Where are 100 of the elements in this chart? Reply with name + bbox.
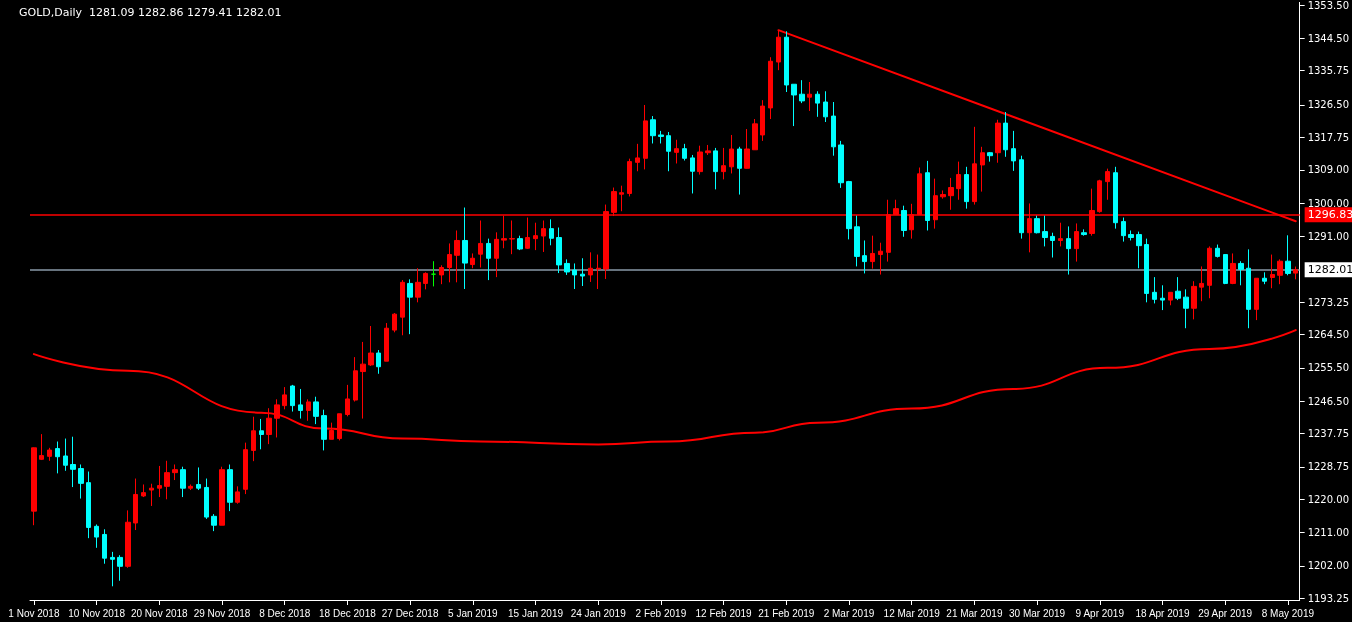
candlestick xyxy=(298,388,303,420)
candlestick xyxy=(838,140,844,189)
candlestick xyxy=(572,262,577,290)
candlestick xyxy=(1238,260,1244,286)
candlestick xyxy=(1183,288,1189,329)
candlestick xyxy=(415,267,421,303)
x-tick-label: 8 May 2019 xyxy=(1261,607,1315,619)
x-tick-label: 2 Feb 2019 xyxy=(635,607,687,619)
candlestick xyxy=(956,161,961,201)
candlestick xyxy=(353,356,358,403)
candlestick xyxy=(1152,276,1157,304)
y-tick-label: 1273.25 xyxy=(1307,296,1350,308)
candlestick xyxy=(1058,222,1063,247)
candlestick xyxy=(407,278,413,335)
ref-line-label: 1296.83 xyxy=(1307,208,1352,222)
y-tick-label: 1264.50 xyxy=(1307,329,1350,341)
candlestick xyxy=(752,118,758,151)
x-tick-label: 2 Mar 2019 xyxy=(823,607,875,619)
candlestick xyxy=(596,254,601,290)
candlestick xyxy=(478,219,483,269)
candlestick xyxy=(964,166,969,210)
candlestick xyxy=(901,205,907,238)
candlestick xyxy=(588,251,593,283)
candlestick xyxy=(462,207,468,290)
y-tick-label: 1237.75 xyxy=(1307,428,1350,440)
candlestick xyxy=(431,260,436,287)
candlestick xyxy=(1011,130,1016,172)
candlestick xyxy=(525,217,530,250)
candlestick xyxy=(368,325,374,367)
candlestick xyxy=(1074,222,1079,263)
candlestick xyxy=(1136,231,1142,269)
candlestick xyxy=(423,271,428,290)
candlestick xyxy=(1175,276,1181,301)
candlestick xyxy=(47,447,52,462)
x-tick-label: 18 Apr 2019 xyxy=(1135,607,1190,619)
candlestick xyxy=(666,131,671,172)
y-tick-label: 1193.25 xyxy=(1307,592,1350,604)
candlestick xyxy=(713,147,718,190)
candlestick xyxy=(1144,238,1149,303)
candlestick xyxy=(290,384,295,413)
candlestick xyxy=(1113,166,1118,230)
candlestick xyxy=(329,422,334,440)
candlestick xyxy=(180,466,186,498)
candlestick xyxy=(360,341,366,420)
candlestick xyxy=(94,523,99,549)
candlestick xyxy=(1160,284,1165,311)
candlestick xyxy=(744,128,750,170)
candlestick xyxy=(987,151,993,163)
candlestick xyxy=(1199,265,1204,302)
y-tick-label: 1255.50 xyxy=(1307,362,1350,374)
candlestick xyxy=(251,416,256,462)
x-tick-label: 12 Mar 2019 xyxy=(883,607,941,619)
candlestick xyxy=(125,509,131,569)
candlestick xyxy=(70,436,76,488)
candlestick xyxy=(643,104,648,170)
candlestick xyxy=(995,119,1001,164)
candlestick xyxy=(799,79,805,104)
candlestick xyxy=(102,528,107,565)
x-tick-label: 27 Dec 2018 xyxy=(381,607,439,619)
candlestick xyxy=(188,483,193,491)
candlestick xyxy=(274,398,280,438)
candlestick xyxy=(1262,271,1267,285)
candlestick xyxy=(697,145,703,176)
candlestick xyxy=(133,478,138,531)
candlestick xyxy=(31,446,37,526)
candlestick xyxy=(627,158,632,197)
candlestick xyxy=(306,398,311,422)
candlestick xyxy=(650,115,656,144)
candlestick xyxy=(721,147,726,180)
candlestick xyxy=(117,554,123,582)
y-tick-label: 1317.75 xyxy=(1307,131,1350,143)
candlestick xyxy=(63,438,68,472)
y-tick-label: 1291.00 xyxy=(1307,230,1350,242)
candlestick xyxy=(86,471,91,539)
y-tick-label: 1202.00 xyxy=(1307,560,1350,572)
y-tick-label: 1326.50 xyxy=(1307,99,1350,111)
y-tick-label: 1335.75 xyxy=(1307,65,1350,77)
y-tick-label: 1211.00 xyxy=(1307,527,1350,539)
candlestick xyxy=(737,146,742,196)
candlestick xyxy=(556,227,562,274)
candlestick xyxy=(227,463,233,512)
candlestick xyxy=(509,219,515,255)
candlestick xyxy=(204,478,209,520)
candlestick xyxy=(807,81,812,112)
candlestick xyxy=(1293,266,1298,280)
candlestick xyxy=(878,242,883,276)
candlestick xyxy=(846,180,852,240)
candlestick xyxy=(1066,225,1071,276)
candlestick xyxy=(729,134,734,174)
y-tick-label: 1228.75 xyxy=(1307,461,1350,473)
candlestick xyxy=(78,463,84,500)
candlestick xyxy=(110,551,115,587)
candlestick xyxy=(533,222,538,251)
candlestick xyxy=(925,160,930,231)
candlestick xyxy=(705,144,711,156)
candlestick xyxy=(635,143,640,172)
x-tick-label: 9 Apr 2019 xyxy=(1075,607,1125,619)
candlestick xyxy=(55,441,60,474)
candlestick xyxy=(1105,168,1110,201)
candlestick xyxy=(1223,254,1228,285)
